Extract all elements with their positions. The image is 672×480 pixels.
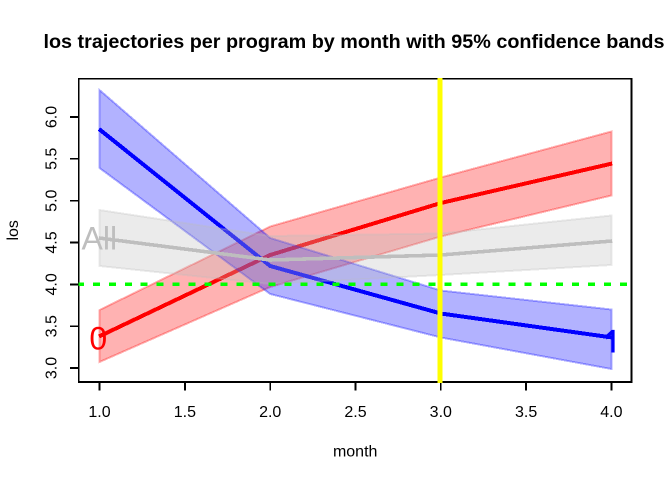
svg-text:0: 0: [89, 320, 107, 356]
svg-text:4.5: 4.5: [44, 231, 61, 253]
svg-text:los trajectories per program b: los trajectories per program by month wi…: [43, 31, 664, 53]
svg-text:6.0: 6.0: [44, 106, 61, 128]
svg-text:month: month: [333, 443, 377, 460]
svg-text:All: All: [82, 220, 118, 256]
svg-text:5.0: 5.0: [44, 189, 61, 211]
svg-text:los: los: [5, 220, 22, 240]
svg-text:5.5: 5.5: [44, 148, 61, 170]
svg-text:3.0: 3.0: [430, 404, 452, 421]
svg-text:4.0: 4.0: [600, 404, 622, 421]
svg-text:2.0: 2.0: [259, 404, 281, 421]
svg-text:1.5: 1.5: [174, 404, 196, 421]
svg-text:3.0: 3.0: [44, 357, 61, 379]
svg-text:3.5: 3.5: [44, 315, 61, 337]
svg-text:1.0: 1.0: [88, 404, 110, 421]
svg-text:3.5: 3.5: [515, 404, 537, 421]
svg-text:2.5: 2.5: [344, 404, 366, 421]
svg-text:4.0: 4.0: [44, 273, 61, 295]
